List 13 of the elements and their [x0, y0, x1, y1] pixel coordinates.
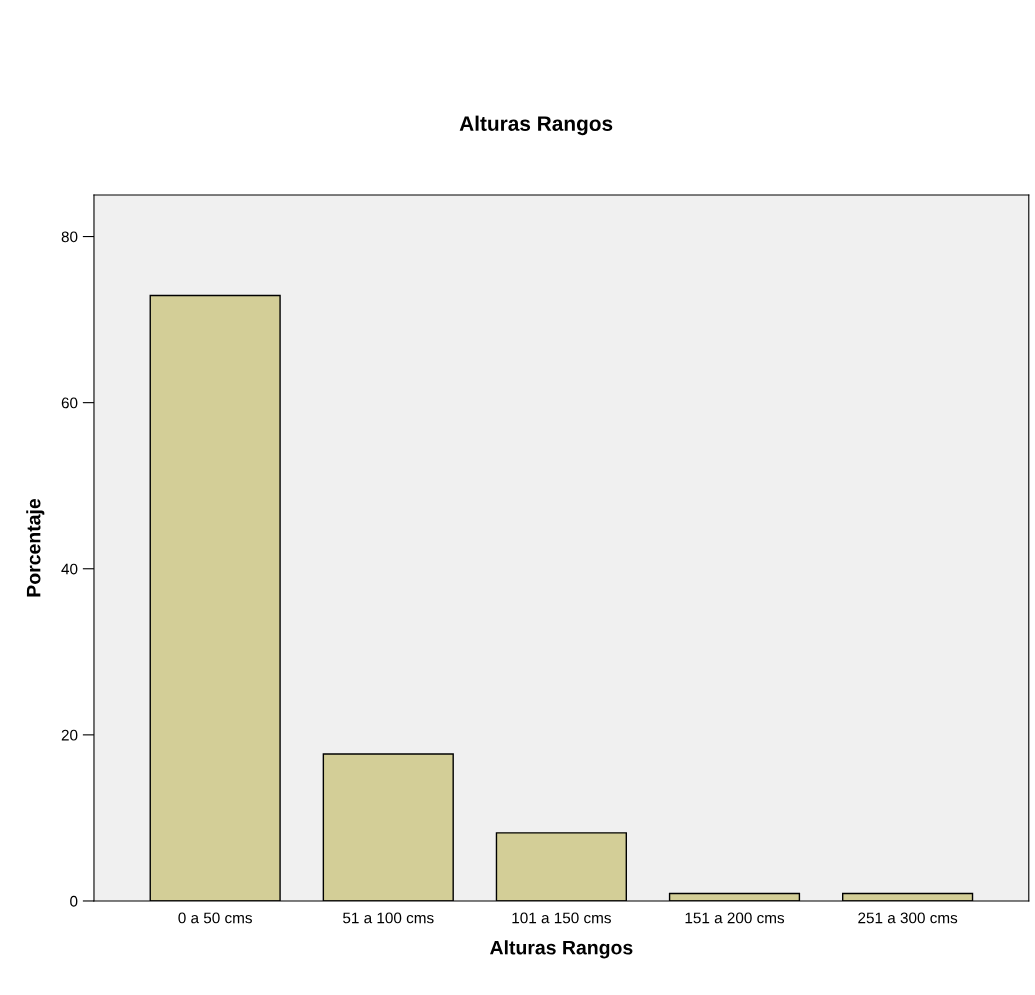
x-tick-label: 0 a 50 cms — [178, 912, 252, 924]
y-tick-label: 60 — [61, 397, 78, 409]
chart-title: Alturas Rangos — [459, 115, 613, 136]
y-tick-label: 40 — [61, 563, 78, 575]
x-tick-label: 101 a 150 cms — [512, 912, 611, 924]
y-tick-label: 0 — [70, 895, 78, 907]
y-axis-title: Porcentaje — [26, 498, 45, 597]
x-tick-label: 251 a 300 cms — [858, 912, 958, 924]
y-tick-label: 20 — [61, 729, 78, 741]
x-tick-label: 51 a 100 cms — [343, 912, 434, 924]
x-tick-label: 151 a 200 cms — [685, 912, 785, 924]
y-tick-label: 80 — [61, 231, 78, 243]
x-axis-title: Alturas Rangos — [490, 940, 633, 959]
